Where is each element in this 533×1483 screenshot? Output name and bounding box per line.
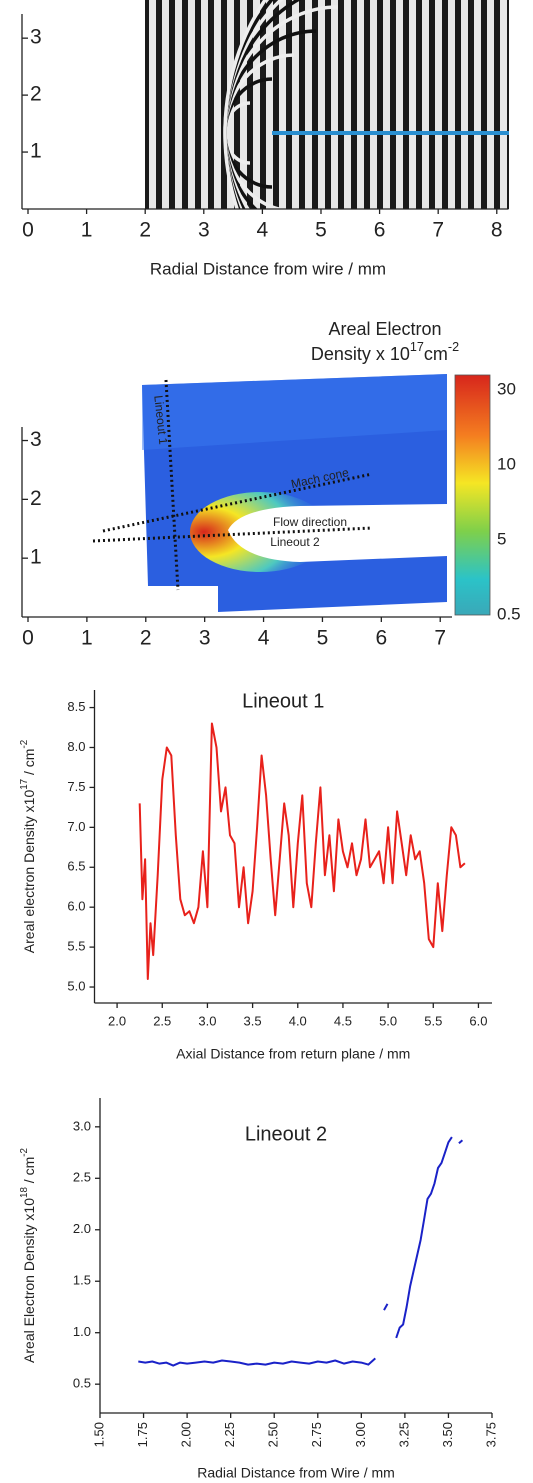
- x-tick-label: 3.25: [396, 1422, 411, 1447]
- superscript: 18: [19, 1187, 30, 1198]
- axis-title: Density x 1017cm-2: [311, 340, 459, 363]
- y-tick-label: 0.5: [73, 1376, 91, 1391]
- text-part: / cm: [21, 749, 37, 779]
- y-tick-label: 2.5: [73, 1170, 91, 1185]
- y-tick-label: 1.0: [73, 1324, 91, 1339]
- x-tick-label: 6: [375, 627, 387, 650]
- x-tick-label: 8: [491, 219, 503, 242]
- y-tick-label: 3.0: [73, 1118, 91, 1133]
- text-part: cm: [424, 344, 448, 364]
- superscript: -2: [19, 1148, 30, 1157]
- x-tick-label: 2.5: [153, 1013, 171, 1028]
- y-tick-label: 2: [30, 83, 42, 106]
- x-tick-label: 4: [257, 219, 269, 242]
- x-tick-label: 1.75: [135, 1422, 150, 1447]
- y-tick-label: 6.5: [67, 859, 85, 874]
- chart-title: Lineout 1: [242, 690, 324, 712]
- y-tick-label: 2: [30, 487, 42, 510]
- x-tick-label: 6.0: [469, 1013, 487, 1028]
- text-part: Areal electron Density x10: [21, 790, 37, 954]
- superscript: -2: [448, 340, 459, 354]
- annotation: Lineout 1: [151, 395, 170, 446]
- x-tick-label: 2: [139, 219, 151, 242]
- y-tick-label: 3: [30, 26, 42, 49]
- superscript: 17: [19, 779, 30, 790]
- text-part: Areal Electron Density x10: [21, 1198, 37, 1363]
- colorbar-label: 10: [497, 454, 516, 473]
- x-tick-label: 3: [199, 627, 211, 650]
- x-tick-label: 6: [374, 219, 386, 242]
- y-tick-label: 1: [30, 546, 42, 569]
- interferogram: [145, 0, 509, 209]
- axis-title: Areal electron Density x1017 / cm-2: [19, 740, 37, 953]
- x-tick-label: 2.50: [266, 1422, 281, 1447]
- x-tick-label: 2: [140, 627, 152, 650]
- y-tick-label: 7.5: [67, 779, 85, 794]
- x-tick-label: 0: [22, 219, 34, 242]
- y-tick-label: 2.0: [73, 1221, 91, 1236]
- x-tick-label: 3: [198, 219, 210, 242]
- colorbar-label: 30: [497, 379, 516, 398]
- x-tick-label: 3.5: [244, 1013, 262, 1028]
- x-tick-label: 7: [434, 627, 446, 650]
- x-tick-label: 2.00: [179, 1422, 194, 1447]
- x-tick-label: 2.75: [309, 1422, 324, 1447]
- x-axis-title: Radial Distance from wire / mm: [150, 259, 386, 278]
- x-tick-label: 1: [81, 627, 93, 650]
- x-axis-title: Radial Distance from Wire / mm: [197, 1465, 395, 1481]
- x-tick-label: 5.5: [424, 1013, 442, 1028]
- x-tick-label: 5: [317, 627, 329, 650]
- text-part: Density x 10: [311, 344, 410, 364]
- x-tick-label: 4.0: [289, 1013, 307, 1028]
- density-map: [92, 374, 491, 616]
- y-tick-label: 8.5: [67, 699, 85, 714]
- annotation: Lineout 2: [270, 535, 320, 549]
- y-tick-label: 5.5: [67, 939, 85, 954]
- x-axis-title: Axial Distance from return plane / mm: [176, 1046, 410, 1062]
- x-tick-label: 2.25: [222, 1422, 237, 1447]
- x-tick-label: 3.75: [483, 1422, 498, 1447]
- y-tick-label: 7.0: [67, 819, 85, 834]
- data-line: [138, 722, 466, 980]
- chart-title: Lineout 2: [245, 1123, 327, 1145]
- axis-title: Areal Electron Density x1018 / cm-2: [19, 1148, 37, 1363]
- colorbar-label: 0.5: [497, 604, 521, 623]
- x-tick-label: 1.50: [91, 1422, 106, 1447]
- title: Areal Electron: [328, 319, 441, 339]
- annotation: Flow direction: [273, 515, 347, 529]
- colorbar-label: 5: [497, 529, 506, 548]
- x-tick-label: 5: [315, 219, 327, 242]
- x-tick-label: 0: [22, 627, 34, 650]
- text-part: / cm: [21, 1157, 37, 1187]
- fringe: [223, 0, 268, 209]
- y-tick-label: 5.0: [67, 978, 85, 993]
- y-tick-label: 3: [30, 428, 42, 451]
- x-tick-label: 3.0: [198, 1013, 216, 1028]
- y-tick-label: 1: [30, 140, 42, 163]
- x-tick-label: 4.5: [334, 1013, 352, 1028]
- x-tick-label: 2.0: [108, 1013, 126, 1028]
- y-tick-label: 6.0: [67, 899, 85, 914]
- superscript: -2: [19, 740, 30, 749]
- x-tick-label: 4: [258, 627, 270, 650]
- y-tick-label: 1.5: [73, 1273, 91, 1288]
- x-tick-label: 7: [432, 219, 444, 242]
- data-line: [138, 1136, 464, 1367]
- x-tick-label: 3.50: [440, 1422, 455, 1447]
- superscript: 17: [410, 340, 424, 354]
- x-tick-label: 1: [81, 219, 93, 242]
- x-tick-label: 3.00: [353, 1422, 368, 1447]
- y-tick-label: 8.0: [67, 739, 85, 754]
- x-tick-label: 5.0: [379, 1013, 397, 1028]
